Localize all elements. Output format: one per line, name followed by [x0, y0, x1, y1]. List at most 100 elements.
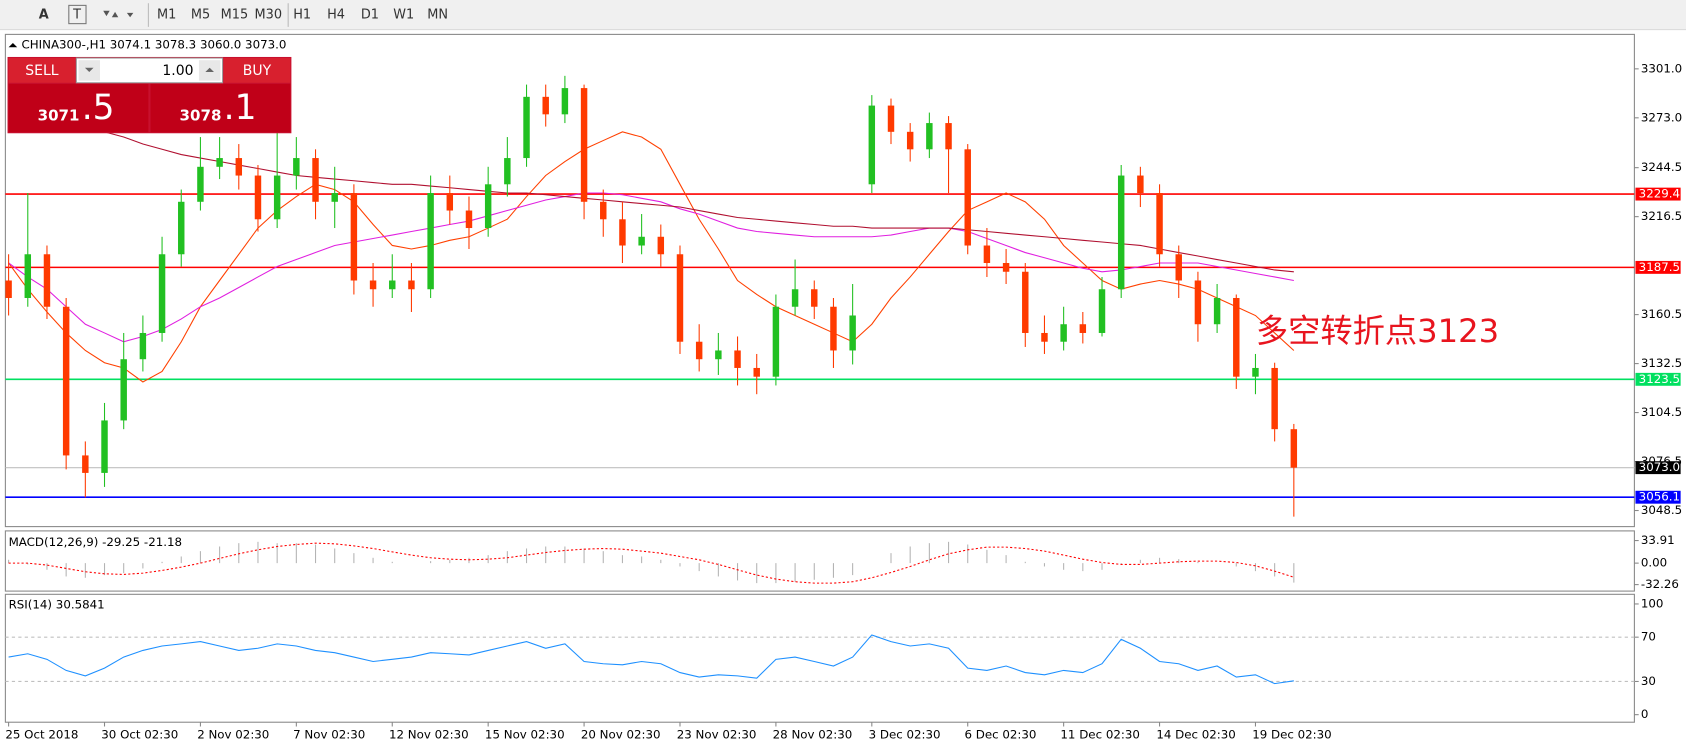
- candle-body: [350, 193, 358, 281]
- moving-average: [8, 192, 1294, 343]
- sell-label[interactable]: SELL: [25, 63, 58, 79]
- candle-body: [638, 236, 645, 246]
- candle-body: [734, 350, 741, 368]
- candle-body: [1252, 367, 1259, 377]
- bid-frac: .5: [82, 88, 115, 128]
- candle-body: [542, 96, 549, 115]
- candle-body: [331, 193, 338, 202]
- candle-body: [1175, 254, 1182, 281]
- candle-body: [216, 158, 223, 167]
- macd-signal: [8, 542, 1295, 584]
- ask-main: 3078: [180, 107, 222, 125]
- candle-body: [849, 315, 856, 351]
- candle-body: [389, 280, 396, 290]
- x-tick-label: 23 Nov 02:30: [677, 728, 757, 742]
- price-level-box: [1635, 461, 1681, 475]
- sell-button[interactable]: [8, 58, 76, 83]
- x-tick-label: 12 Nov 02:30: [389, 728, 469, 742]
- price-level-box: [1635, 372, 1681, 386]
- y-tick-label: 100: [1641, 596, 1664, 610]
- candle-body: [369, 280, 377, 290]
- timeframe-button[interactable]: H1: [293, 8, 311, 23]
- toolbar: [0, 0, 1686, 31]
- bid-box[interactable]: [8, 83, 149, 133]
- y-tick-label: 70: [1641, 630, 1656, 644]
- x-tick-label: 14 Dec 02:30: [1156, 728, 1235, 742]
- candle-body: [158, 254, 166, 333]
- candle-body: [1194, 280, 1202, 325]
- chart-area: [0, 30, 1686, 748]
- candle-body: [427, 193, 434, 290]
- candle-body: [1079, 324, 1087, 333]
- tool-text[interactable]: A: [39, 8, 49, 23]
- collapse-arrow[interactable]: [8, 42, 18, 48]
- candle-body: [254, 175, 262, 220]
- candle-body: [293, 158, 300, 176]
- candle-body: [791, 289, 799, 307]
- x-tick-label: 15 Nov 02:30: [485, 728, 565, 742]
- tool-label[interactable]: T: [72, 8, 81, 23]
- candle-body: [1290, 429, 1298, 468]
- candle-body: [101, 420, 108, 473]
- timeframe-button[interactable]: M15: [221, 8, 249, 23]
- candle-body: [772, 306, 780, 377]
- candle-body: [178, 201, 185, 255]
- moving-average: [8, 131, 1295, 383]
- candle-body: [1117, 175, 1125, 290]
- tool-arrows[interactable]: [103, 10, 134, 18]
- candle-body: [715, 350, 722, 360]
- candle-body: [465, 210, 473, 229]
- candle-body: [504, 158, 511, 185]
- candle-body: [1022, 271, 1029, 333]
- candle-body: [1233, 297, 1240, 377]
- x-tick-label: 7 Nov 02:30: [293, 728, 365, 742]
- candle-body: [695, 341, 703, 360]
- rsi-title: RSI(14) 30.5841: [9, 598, 105, 612]
- price-level-label: 3073.0: [1639, 460, 1680, 474]
- timeframe-button[interactable]: M5: [191, 8, 210, 23]
- candle-body: [1060, 324, 1067, 342]
- volume-box[interactable]: [75, 57, 224, 84]
- x-tick-label: 6 Dec 02:30: [965, 728, 1037, 742]
- y-tick-label: 3104.5: [1641, 405, 1682, 419]
- spin-up-arrow: [205, 67, 214, 73]
- y-tick-label: 30: [1641, 674, 1656, 688]
- timeframe-button[interactable]: D1: [361, 8, 379, 23]
- moving-average: [104, 131, 1294, 273]
- candle-body: [964, 149, 971, 246]
- buy-label[interactable]: BUY: [243, 63, 272, 79]
- y-tick-label: 3273.0: [1641, 110, 1682, 124]
- candle-body: [235, 158, 243, 176]
- bid-main: 3071: [38, 107, 80, 125]
- macd-title: MACD(12,26,9) -29.25 -21.18: [9, 535, 182, 549]
- y-tick-label: 0: [1641, 707, 1649, 721]
- chart-title: CHINA300-,H1 3074.1 3078.3 3060.0 3073.0: [22, 38, 287, 52]
- price-level-label: 3056.1: [1639, 490, 1680, 504]
- candle-body: [676, 254, 684, 342]
- candle-body: [887, 105, 895, 132]
- timeframe-button[interactable]: M1: [157, 8, 176, 23]
- candle-body: [906, 131, 914, 150]
- y-tick-label: 33.91: [1641, 533, 1675, 547]
- plots: 3301.0 3273.0 3244.5 3216.5 3160.5 3132.5 3104…: [5, 61, 1682, 742]
- timeframe-button[interactable]: H4: [327, 8, 345, 23]
- timeframe-button[interactable]: W1: [393, 8, 414, 23]
- candle-body: [139, 332, 147, 360]
- candle-body: [197, 166, 204, 202]
- candle-body: [446, 193, 454, 211]
- volume[interactable]: 1.00: [162, 63, 193, 79]
- y-tick-label: -32.26: [1641, 577, 1679, 591]
- buy-button[interactable]: [223, 58, 291, 83]
- price-level-box: [1635, 490, 1681, 504]
- y-tick-label: 3244.5: [1641, 160, 1682, 174]
- rsi-panel: [4, 593, 1635, 723]
- timeframe-button[interactable]: MN: [427, 8, 448, 23]
- candle-body: [5, 280, 12, 298]
- price-level-label: 3187.5: [1639, 260, 1680, 274]
- timeframe-button[interactable]: M30: [255, 8, 283, 23]
- candle-body: [983, 245, 991, 264]
- x-tick-label: 11 Dec 02:30: [1060, 728, 1139, 742]
- candle-body: [811, 289, 818, 307]
- y-tick-label: 3132.5: [1641, 356, 1682, 370]
- ask-box[interactable]: [150, 83, 291, 133]
